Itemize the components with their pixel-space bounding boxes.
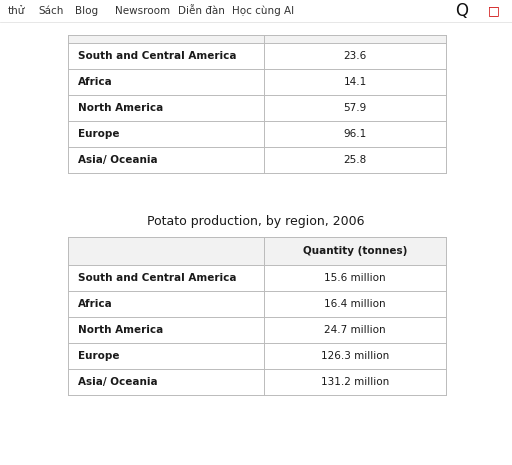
Text: Asia/ Oceania: Asia/ Oceania <box>78 155 158 165</box>
Bar <box>68 95 446 121</box>
Text: Quantity (tonnes): Quantity (tonnes) <box>303 246 407 256</box>
Text: Asia/ Oceania: Asia/ Oceania <box>78 377 158 387</box>
Text: 16.4 million: 16.4 million <box>324 299 386 309</box>
Text: 126.3 million: 126.3 million <box>321 351 389 361</box>
Text: 96.1: 96.1 <box>344 129 367 139</box>
Text: Q: Q <box>456 2 468 20</box>
Text: 24.7 million: 24.7 million <box>324 325 386 335</box>
Text: North America: North America <box>78 103 163 113</box>
Bar <box>68 43 446 69</box>
Bar <box>68 265 446 291</box>
Bar <box>68 317 446 343</box>
Text: 15.6 million: 15.6 million <box>324 273 386 283</box>
Bar <box>68 121 446 147</box>
Bar <box>68 237 446 265</box>
Text: Africa: Africa <box>78 299 113 309</box>
Bar <box>68 343 446 369</box>
Text: thử: thử <box>8 6 26 16</box>
Bar <box>68 369 446 395</box>
Text: 25.8: 25.8 <box>344 155 367 165</box>
Circle shape <box>292 253 418 379</box>
Bar <box>68 35 446 43</box>
Text: Học cùng AI: Học cùng AI <box>232 6 294 16</box>
Text: Potato production, by region, 2006: Potato production, by region, 2006 <box>147 215 365 228</box>
Text: 23.6: 23.6 <box>344 51 367 61</box>
Text: Blog: Blog <box>75 6 98 16</box>
Text: Europe: Europe <box>78 129 119 139</box>
Bar <box>68 147 446 173</box>
Text: Europe: Europe <box>78 351 119 361</box>
Text: North America: North America <box>78 325 163 335</box>
Text: Newsroom: Newsroom <box>115 6 170 16</box>
Text: 14.1: 14.1 <box>344 77 367 87</box>
Text: South and Central America: South and Central America <box>78 51 237 61</box>
Text: Diễn đàn: Diễn đàn <box>178 6 225 16</box>
Bar <box>68 291 446 317</box>
Text: 131.2 million: 131.2 million <box>321 377 389 387</box>
Circle shape <box>300 49 410 159</box>
Text: Africa: Africa <box>78 77 113 87</box>
Text: Sách: Sách <box>38 6 63 16</box>
Text: □: □ <box>488 5 500 18</box>
Text: South and Central America: South and Central America <box>78 273 237 283</box>
Text: 57.9: 57.9 <box>344 103 367 113</box>
Bar <box>68 69 446 95</box>
